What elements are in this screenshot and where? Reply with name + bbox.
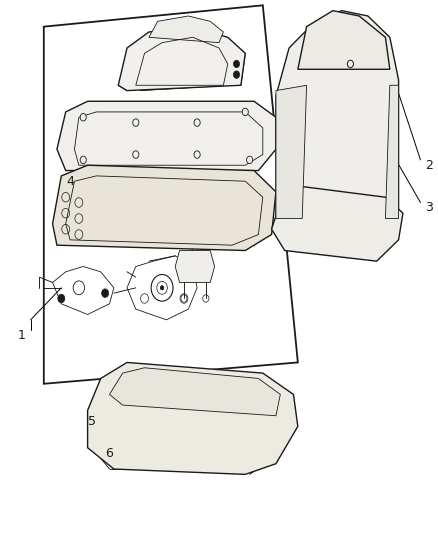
Polygon shape	[110, 368, 280, 416]
Text: 4: 4	[66, 175, 74, 188]
Text: 1: 1	[18, 329, 26, 342]
Circle shape	[233, 71, 240, 78]
Polygon shape	[118, 27, 245, 91]
Circle shape	[80, 114, 86, 121]
Polygon shape	[276, 11, 399, 235]
Circle shape	[194, 119, 200, 126]
Text: 2: 2	[425, 159, 433, 172]
Circle shape	[160, 286, 164, 290]
Circle shape	[133, 151, 139, 158]
Polygon shape	[149, 16, 223, 43]
Circle shape	[242, 108, 248, 116]
Polygon shape	[175, 251, 215, 282]
Circle shape	[102, 289, 109, 297]
Polygon shape	[385, 85, 399, 219]
Circle shape	[233, 60, 240, 68]
Text: 5: 5	[88, 415, 96, 427]
Circle shape	[133, 119, 139, 126]
Polygon shape	[272, 187, 403, 261]
Circle shape	[80, 156, 86, 164]
Text: 6: 6	[106, 447, 113, 459]
Polygon shape	[298, 11, 390, 69]
Circle shape	[58, 294, 65, 303]
Circle shape	[194, 151, 200, 158]
Text: 3: 3	[425, 201, 433, 214]
Polygon shape	[276, 85, 307, 219]
Polygon shape	[57, 101, 276, 171]
Polygon shape	[53, 165, 276, 251]
Circle shape	[247, 156, 253, 164]
Polygon shape	[88, 362, 298, 474]
